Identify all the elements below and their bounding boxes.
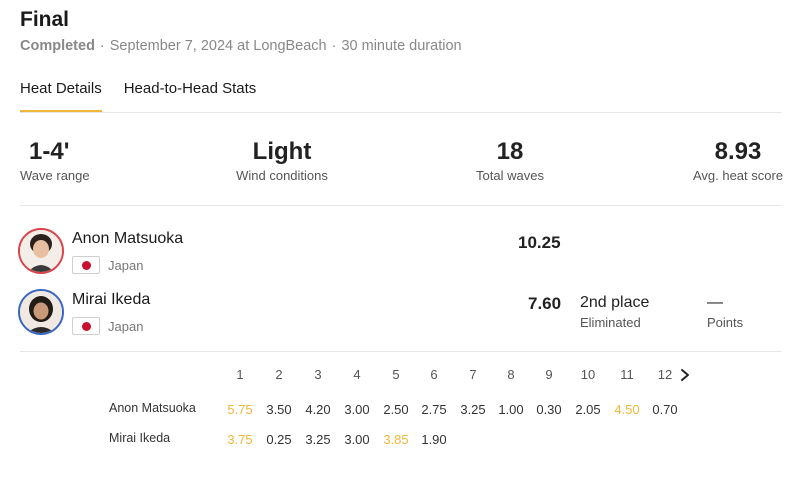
surfer-name: Anon Matsuoka (72, 230, 184, 247)
stat-label: Wind conditions (236, 168, 328, 183)
surfer-row[interactable]: Mirai Ikeda Japan (18, 289, 318, 339)
stat-wave-range: 1-4' Wave range (20, 138, 90, 183)
place-label: Eliminated (580, 315, 641, 330)
wave-score: 2.05 (575, 402, 601, 417)
wave-number: 1 (236, 367, 244, 382)
surfer-points: — Points (707, 294, 743, 330)
wave-score: 0.70 (652, 402, 678, 417)
stat-label: Avg. heat score (692, 168, 784, 183)
points-value: — (707, 294, 723, 311)
tab-heat-details[interactable]: Heat Details (20, 78, 102, 112)
avatar-portrait-icon (20, 291, 62, 333)
wave-number: 3 (314, 367, 322, 382)
divider (20, 112, 782, 113)
heat-status: Completed (20, 38, 95, 54)
stat-total-waves: 18 Total waves (470, 138, 550, 183)
surfer-heat-score: 7.60 (528, 294, 562, 313)
wave-score: 1.90 (421, 432, 447, 447)
stat-value: 1-4' (29, 138, 70, 165)
separator: · (99, 38, 105, 54)
wave-scores-table: Anon Matsuoka Mirai Ikeda 1 2 3 4 5 6 7 8 9 10 11 1… (0, 360, 800, 460)
separator: · (331, 38, 337, 54)
surfer-placement: 2nd place Eliminated (580, 294, 649, 330)
heat-subtitle: Completed · September 7, 2024 at LongBeach… (20, 38, 462, 54)
tab-bar: Heat Details Head-to-Head Stats (20, 78, 256, 112)
wave-number: 10 (580, 367, 596, 382)
wave-score: 3.00 (344, 432, 370, 447)
divider (20, 205, 782, 206)
stat-value: 18 (496, 138, 524, 165)
avatar (18, 289, 64, 335)
wave-score: 0.30 (536, 402, 562, 417)
divider (20, 351, 782, 352)
wave-score: 4.20 (305, 402, 331, 417)
wave-number: 9 (545, 367, 553, 382)
heat-date: September 7, 2024 at LongBeach (109, 38, 327, 54)
wave-number: 7 (469, 367, 477, 382)
wave-number: 6 (430, 367, 438, 382)
place-value: 2nd place (580, 294, 650, 311)
wave-score: 3.00 (344, 402, 370, 417)
wave-number: 4 (353, 367, 361, 382)
avatar (18, 228, 64, 274)
wave-number: 11 (620, 367, 634, 382)
wave-score: 5.75 (227, 402, 253, 417)
stat-value: Light (252, 138, 312, 165)
wave-number: 12 (657, 367, 673, 382)
row-label: Anon Matsuoka (109, 401, 196, 415)
wave-score: 4.50 (614, 402, 640, 417)
stat-label: Wave range (20, 168, 90, 183)
wave-score: 3.75 (227, 432, 253, 447)
surfer-country: Japan (108, 319, 144, 334)
wave-number: 5 (392, 367, 400, 382)
avatar-portrait-icon (20, 230, 62, 272)
stat-value: 8.93 (714, 138, 762, 165)
wave-score: 0.25 (266, 432, 292, 447)
wave-score: 3.25 (460, 402, 486, 417)
wave-score: 3.25 (305, 432, 331, 447)
wave-number: 2 (275, 367, 283, 382)
tab-head-to-head-stats[interactable]: Head-to-Head Stats (123, 80, 257, 97)
row-label: Mirai Ikeda (109, 431, 171, 445)
wave-number: 8 (507, 367, 515, 382)
surfer-row[interactable]: Anon Matsuoka Japan (18, 228, 318, 278)
points-label: Points (707, 315, 744, 330)
wave-score: 3.85 (383, 432, 409, 447)
surfer-name: Mirai Ikeda (72, 291, 151, 308)
heat-duration: 30 minute duration (341, 38, 462, 54)
japan-flag-icon (72, 256, 100, 274)
stat-wind: Light Wind conditions (232, 138, 332, 183)
stat-avg-score: 8.93 Avg. heat score (688, 138, 788, 183)
stat-label: Total waves (476, 168, 544, 183)
chevron-right-icon[interactable] (678, 368, 692, 382)
surfer-country: Japan (108, 258, 144, 273)
wave-score: 2.50 (383, 402, 409, 417)
page-title: Final (20, 8, 70, 31)
japan-flag-icon (72, 317, 100, 335)
wave-score: 3.50 (266, 402, 292, 417)
wave-score: 1.00 (498, 402, 524, 417)
surfer-heat-score: 10.25 (518, 233, 561, 252)
wave-score: 2.75 (421, 402, 447, 417)
